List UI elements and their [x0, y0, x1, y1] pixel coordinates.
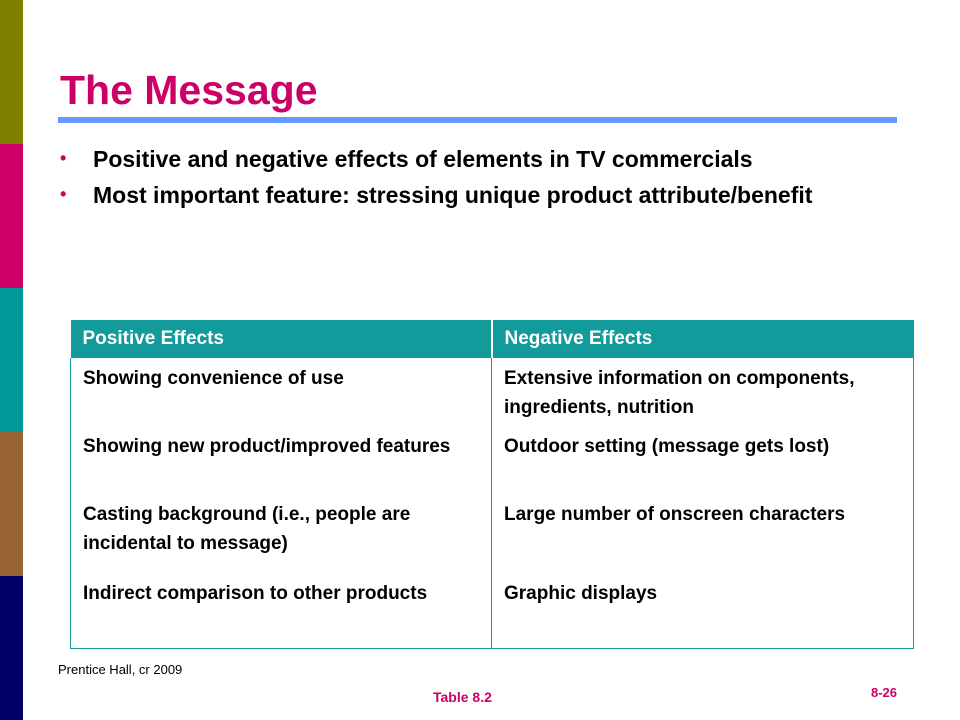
effects-table: Positive Effects Negative Effects Showin… — [70, 320, 914, 649]
page-number: 8-26 — [871, 685, 898, 700]
positive-effect-cell: Indirect comparison to other products — [70, 568, 492, 649]
table-caption: Table 8.2 — [433, 689, 492, 705]
positive-effect-cell: Showing convenience of use — [70, 358, 492, 427]
positive-effect-cell: Casting background (i.e., people are inc… — [70, 494, 492, 569]
bullet-item: • Positive and negative effects of eleme… — [58, 145, 878, 173]
bullet-list: • Positive and negative effects of eleme… — [58, 145, 878, 217]
table-row: Indirect comparison to other products Gr… — [70, 568, 914, 649]
side-band-teal — [0, 288, 23, 432]
title-underline — [58, 117, 897, 123]
slide-title: The Message — [60, 67, 318, 113]
side-band-olive — [0, 0, 23, 144]
negative-effect-cell: Large number of onscreen characters — [491, 494, 914, 569]
positive-effect-cell: Showing new product/improved features — [70, 426, 492, 495]
bullet-icon: • — [60, 184, 67, 204]
column-header-negative: Negative Effects — [491, 320, 914, 358]
bullet-icon: • — [60, 148, 67, 168]
negative-effect-cell: Graphic displays — [491, 568, 914, 649]
column-header-positive: Positive Effects — [70, 320, 493, 358]
negative-effect-cell: Extensive information on components, ing… — [491, 358, 914, 427]
side-band-brown — [0, 432, 23, 576]
table-row: Showing new product/improved features Ou… — [70, 426, 914, 495]
bullet-item: • Most important feature: stressing uniq… — [58, 181, 878, 209]
bullet-text: Positive and negative effects of element… — [93, 146, 753, 172]
side-band-magenta — [0, 144, 23, 288]
table-row: Casting background (i.e., people are inc… — [70, 494, 914, 569]
negative-effect-cell: Outdoor setting (message gets lost) — [491, 426, 914, 495]
side-band-navy — [0, 576, 23, 720]
bullet-text: Most important feature: stressing unique… — [93, 182, 813, 208]
table-row: Showing convenience of use Extensive inf… — [70, 358, 914, 427]
source-note: Prentice Hall, cr 2009 — [58, 662, 183, 677]
table-header-row: Positive Effects Negative Effects — [70, 320, 914, 358]
